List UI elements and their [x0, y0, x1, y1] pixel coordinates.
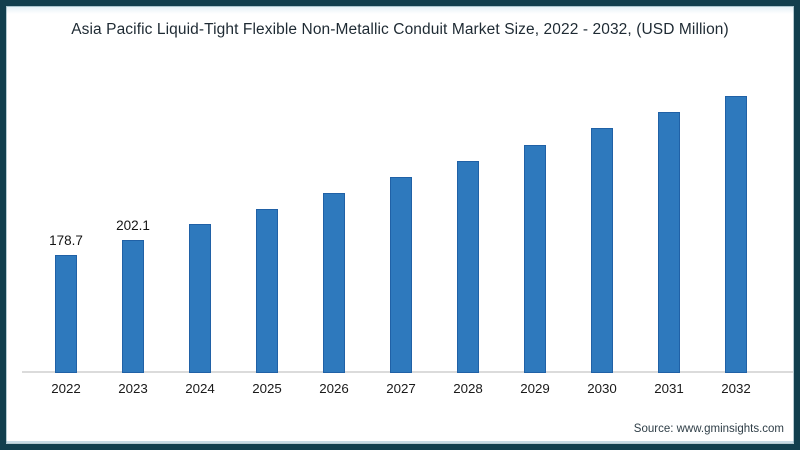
- bar-2023: [122, 240, 144, 373]
- x-tick-label-2027: 2027: [386, 381, 416, 396]
- bar-2032: [725, 96, 747, 373]
- x-tick-label-2031: 2031: [654, 381, 684, 396]
- x-tick-label-2023: 2023: [118, 381, 148, 396]
- plot-area: 178.7 202.1: [49, 96, 747, 373]
- x-tick-label-2030: 2030: [587, 381, 617, 396]
- bar-2026: [323, 193, 345, 373]
- bar-value-label-2023: 202.1: [116, 218, 150, 233]
- bar-2027: [390, 177, 412, 373]
- bar-2029: [524, 145, 546, 373]
- x-tick-label-2032: 2032: [721, 381, 751, 396]
- bar-2031: [658, 112, 680, 373]
- x-tick-label-2026: 2026: [319, 381, 349, 396]
- bottom-accent-line: [6, 441, 794, 443]
- x-tick-label-2025: 2025: [252, 381, 282, 396]
- x-tick-label-2028: 2028: [453, 381, 483, 396]
- x-tick-label-2029: 2029: [520, 381, 550, 396]
- x-tick-label-2022: 2022: [51, 381, 81, 396]
- top-accent-strip: [6, 6, 794, 14]
- bar-2024: [189, 224, 211, 373]
- bar-2025: [256, 209, 278, 373]
- x-tick-label-2024: 2024: [185, 381, 215, 396]
- source-credit: Source: www.gminsights.com: [633, 423, 784, 435]
- bar-2028: [457, 161, 479, 373]
- bar-value-label-2022: 178.7: [49, 233, 83, 248]
- bar-2022: [55, 255, 77, 373]
- bar-2030: [591, 128, 613, 373]
- chart-title: Asia Pacific Liquid-Tight Flexible Non-M…: [71, 21, 729, 38]
